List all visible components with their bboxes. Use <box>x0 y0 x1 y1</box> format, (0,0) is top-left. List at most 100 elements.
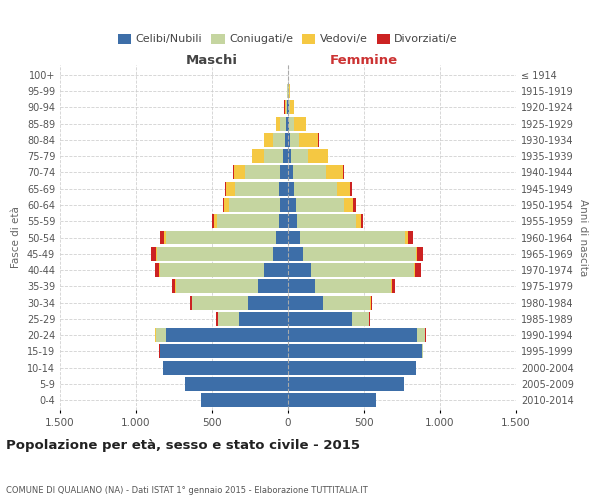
Bar <box>217 214 279 228</box>
Bar <box>286 116 288 130</box>
Bar <box>248 296 288 310</box>
Bar <box>192 296 248 310</box>
Bar <box>156 247 157 260</box>
Bar <box>425 328 426 342</box>
Bar <box>235 182 279 196</box>
Bar <box>166 230 276 244</box>
Bar <box>285 133 288 147</box>
Bar <box>391 280 392 293</box>
Bar <box>156 328 166 342</box>
Bar <box>405 230 408 244</box>
Bar <box>263 133 265 147</box>
Bar <box>273 133 285 147</box>
Bar <box>160 263 263 277</box>
Bar <box>286 100 287 114</box>
Bar <box>326 166 343 179</box>
Bar <box>288 133 290 147</box>
Bar <box>288 182 294 196</box>
Bar <box>163 361 288 374</box>
Bar <box>218 312 239 326</box>
Bar <box>160 230 164 244</box>
Bar <box>288 230 300 244</box>
Bar <box>257 280 288 293</box>
Bar <box>160 344 288 358</box>
Bar <box>350 182 352 196</box>
Bar <box>288 394 376 407</box>
Bar <box>352 312 368 326</box>
Bar <box>289 100 290 114</box>
Bar <box>303 247 416 260</box>
Bar <box>316 280 391 293</box>
Bar <box>288 312 352 326</box>
Bar <box>245 166 280 179</box>
Bar <box>172 280 175 293</box>
Bar <box>290 100 294 114</box>
Bar <box>252 149 263 163</box>
Bar <box>288 166 293 179</box>
Bar <box>185 377 288 391</box>
Bar <box>212 214 214 228</box>
Bar <box>214 214 217 228</box>
Bar <box>288 214 297 228</box>
Bar <box>279 182 288 196</box>
Bar <box>414 263 415 277</box>
Bar <box>151 247 156 260</box>
Bar <box>273 247 288 260</box>
Bar <box>229 198 280 212</box>
Bar <box>299 133 319 147</box>
Y-axis label: Fasce di età: Fasce di età <box>11 206 21 268</box>
Bar <box>288 100 289 114</box>
Text: Maschi: Maschi <box>186 54 238 68</box>
Bar <box>392 280 395 293</box>
Bar <box>280 116 286 130</box>
Bar <box>276 116 280 130</box>
Bar <box>356 214 361 228</box>
Bar <box>287 100 288 114</box>
Bar <box>216 312 218 326</box>
Bar <box>164 230 166 244</box>
Bar <box>265 133 273 147</box>
Legend: Celibi/Nubili, Coniugati/e, Vedovi/e, Divorziati/e: Celibi/Nubili, Coniugati/e, Vedovi/e, Di… <box>113 29 463 49</box>
Bar <box>225 182 226 196</box>
Text: Femmine: Femmine <box>330 54 398 68</box>
Bar <box>289 84 290 98</box>
Bar <box>289 116 294 130</box>
Bar <box>234 166 245 179</box>
Bar <box>288 263 311 277</box>
Bar <box>288 328 417 342</box>
Bar <box>369 312 370 326</box>
Bar <box>308 149 328 163</box>
Bar <box>408 230 413 244</box>
Bar <box>288 198 296 212</box>
Text: COMUNE DI QUALIANO (NA) - Dati ISTAT 1° gennaio 2015 - Elaborazione TUTTITALIA.I: COMUNE DI QUALIANO (NA) - Dati ISTAT 1° … <box>6 486 368 495</box>
Bar <box>283 149 288 163</box>
Bar <box>415 263 421 277</box>
Bar <box>353 198 356 212</box>
Bar <box>311 263 414 277</box>
Bar <box>166 328 288 342</box>
Bar <box>288 361 416 374</box>
Bar <box>263 263 288 277</box>
Bar <box>280 198 288 212</box>
Bar <box>296 198 344 212</box>
Bar <box>155 263 159 277</box>
Bar <box>297 214 356 228</box>
Bar <box>224 198 229 212</box>
Bar <box>263 149 283 163</box>
Bar <box>279 214 288 228</box>
Bar <box>190 296 192 310</box>
Bar <box>288 344 422 358</box>
Bar <box>294 116 306 130</box>
Bar <box>288 116 289 130</box>
Bar <box>288 296 323 310</box>
Bar <box>157 247 273 260</box>
Bar <box>288 280 316 293</box>
Bar <box>290 133 299 147</box>
Bar <box>343 166 344 179</box>
Bar <box>361 214 363 228</box>
Bar <box>159 263 160 277</box>
Bar <box>223 198 224 212</box>
Bar <box>337 182 350 196</box>
Bar <box>276 230 288 244</box>
Bar <box>416 247 417 260</box>
